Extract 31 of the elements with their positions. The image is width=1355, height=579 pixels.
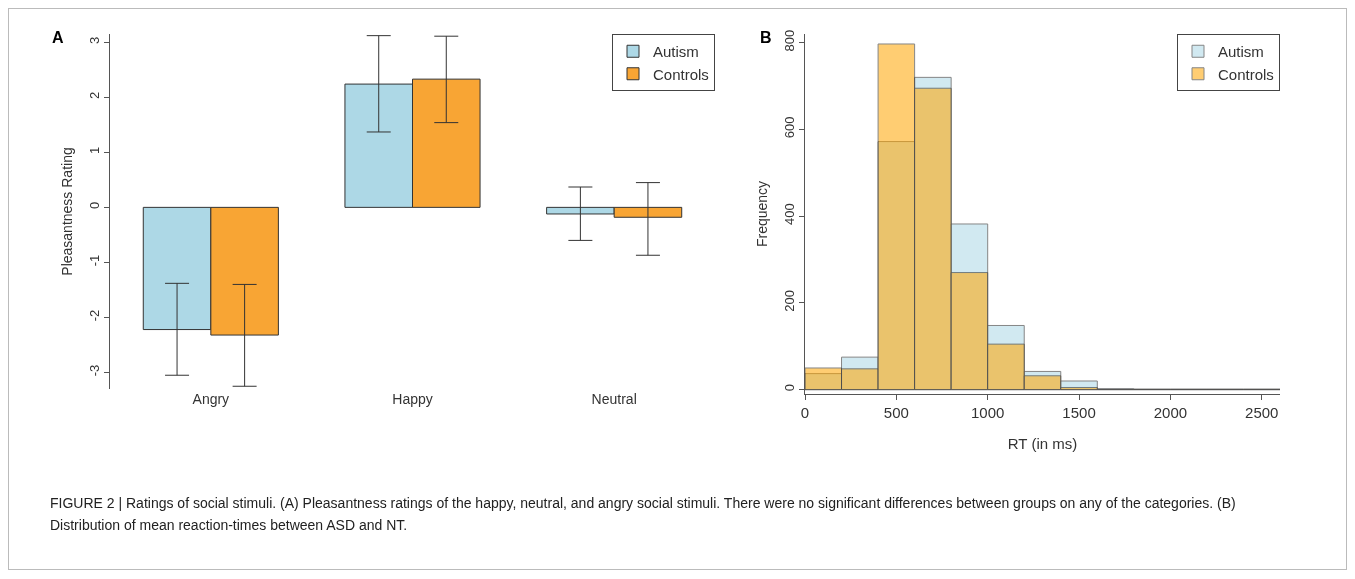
y-tick-label: -2 — [86, 309, 102, 322]
legend-label: Controls — [1218, 65, 1274, 83]
x-tick-label: 2000 — [1153, 404, 1188, 421]
x-tick-label: Neutral — [591, 391, 637, 407]
chart-title: A — [52, 29, 64, 46]
y-tick-label: 400 — [781, 203, 797, 226]
y-tick-label: 0 — [781, 384, 797, 392]
y-tick-label: -1 — [86, 254, 102, 267]
x-tick-label: 500 — [883, 404, 909, 421]
legend-label: Controls — [653, 65, 709, 83]
y-tick-label: 200 — [781, 290, 797, 312]
x-tick-label: 0 — [800, 404, 810, 421]
y-axis-title: Frequency — [754, 180, 770, 248]
chart-title: B — [760, 29, 772, 46]
legend-label: Autism — [1218, 43, 1264, 61]
x-tick-label: 2500 — [1245, 404, 1279, 421]
y-tick-label: 0 — [86, 201, 102, 210]
y-tick-label: 1 — [86, 146, 102, 154]
x-tick-label: Angry — [192, 391, 230, 407]
y-tick-label: 600 — [781, 116, 797, 139]
y-axis-title: Pleasantness Rating — [59, 147, 75, 276]
x-tick-label: Happy — [392, 391, 433, 407]
x-tick-label: 1000 — [971, 404, 1005, 421]
x-tick-label: 1500 — [1062, 404, 1096, 421]
legend-label: Autism — [653, 43, 699, 61]
y-tick-label: -3 — [86, 364, 102, 377]
x-axis-title: RT (in ms) — [1007, 435, 1078, 452]
caption: FIGURE 2 | Ratings of social stimuli. (A) Pleasantness ratings of the happy, neutral, and angry social stimuli. There were no significant differences between groups on any of the categories. (B) Distribution of mean reaction-times between ASD and NT. — [50, 494, 1237, 535]
y-tick-label: 800 — [781, 29, 797, 52]
y-tick-label: 3 — [86, 36, 102, 44]
y-tick-label: 2 — [86, 91, 102, 99]
